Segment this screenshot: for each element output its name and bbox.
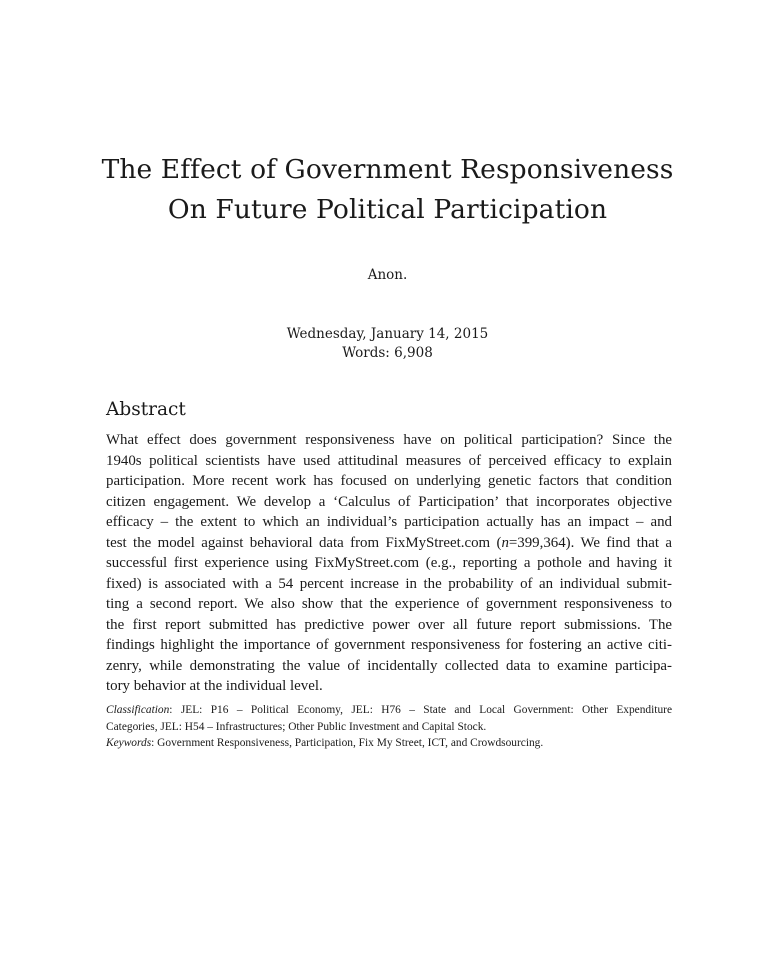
abstract-line: citizen engagement. We develop a ‘Calcul… <box>106 493 672 510</box>
abstract-line: tory behavior at the individual level. <box>106 678 323 694</box>
abstract-line: 1940s political scientists have used att… <box>106 452 672 469</box>
classification-label: Classification <box>106 704 170 716</box>
abstract-line-part: test the model against behavioral data f… <box>106 534 502 551</box>
abstract-line: zenry, while demonstrating the value of … <box>106 657 672 674</box>
abstract-line: efficacy – the extent to which an indivi… <box>106 514 672 530</box>
abstract-line: successful first experience using FixMyS… <box>106 555 672 571</box>
abstract-line: ting a second report. We also show that … <box>106 596 672 612</box>
sample-size-symbol: n <box>501 534 509 551</box>
classification-line-1: Classification: JEL: P16 – Political Eco… <box>106 702 672 719</box>
abstract-body: What effect does government responsivene… <box>106 430 672 697</box>
abstract-line: participation. More recent work has focu… <box>106 473 672 489</box>
classification-text: : JEL: P16 – Political Economy, JEL: H76… <box>169 704 672 716</box>
paper-title: The Effect of Government Responsiveness … <box>0 150 775 230</box>
classification-line-2: Categories, JEL: H54 – Infrastructures; … <box>106 720 487 733</box>
metadata-block: Classification: JEL: P16 – Political Eco… <box>106 702 672 752</box>
abstract-heading: Abstract <box>106 399 186 420</box>
word-count: Words: 6,908 <box>342 345 433 361</box>
abstract-line: test the model against behavioral data f… <box>106 533 672 554</box>
date: Wednesday, January 14, 2015 <box>286 326 489 342</box>
abstract-line: What effect does government responsivene… <box>106 432 672 448</box>
keywords-line: Keywords: Government Responsiveness, Par… <box>106 735 672 752</box>
abstract-line-part: =399,364). We find that a <box>508 534 672 551</box>
title-line-2: On Future Political Participation <box>167 194 608 225</box>
abstract-line: findings highlight the importance of gov… <box>106 637 672 653</box>
abstract-line: fixed) is associated with a 54 percent i… <box>106 575 672 592</box>
abstract-line: the first report submitted has predictiv… <box>106 616 672 633</box>
keywords-label: Keywords <box>106 737 152 749</box>
date-block: Wednesday, January 14, 2015 Words: 6,908 <box>0 325 775 363</box>
keywords-text: : Government Responsiveness, Participati… <box>151 737 544 749</box>
title-line-1: The Effect of Government Responsiveness <box>101 154 674 185</box>
author: Anon. <box>367 267 408 283</box>
